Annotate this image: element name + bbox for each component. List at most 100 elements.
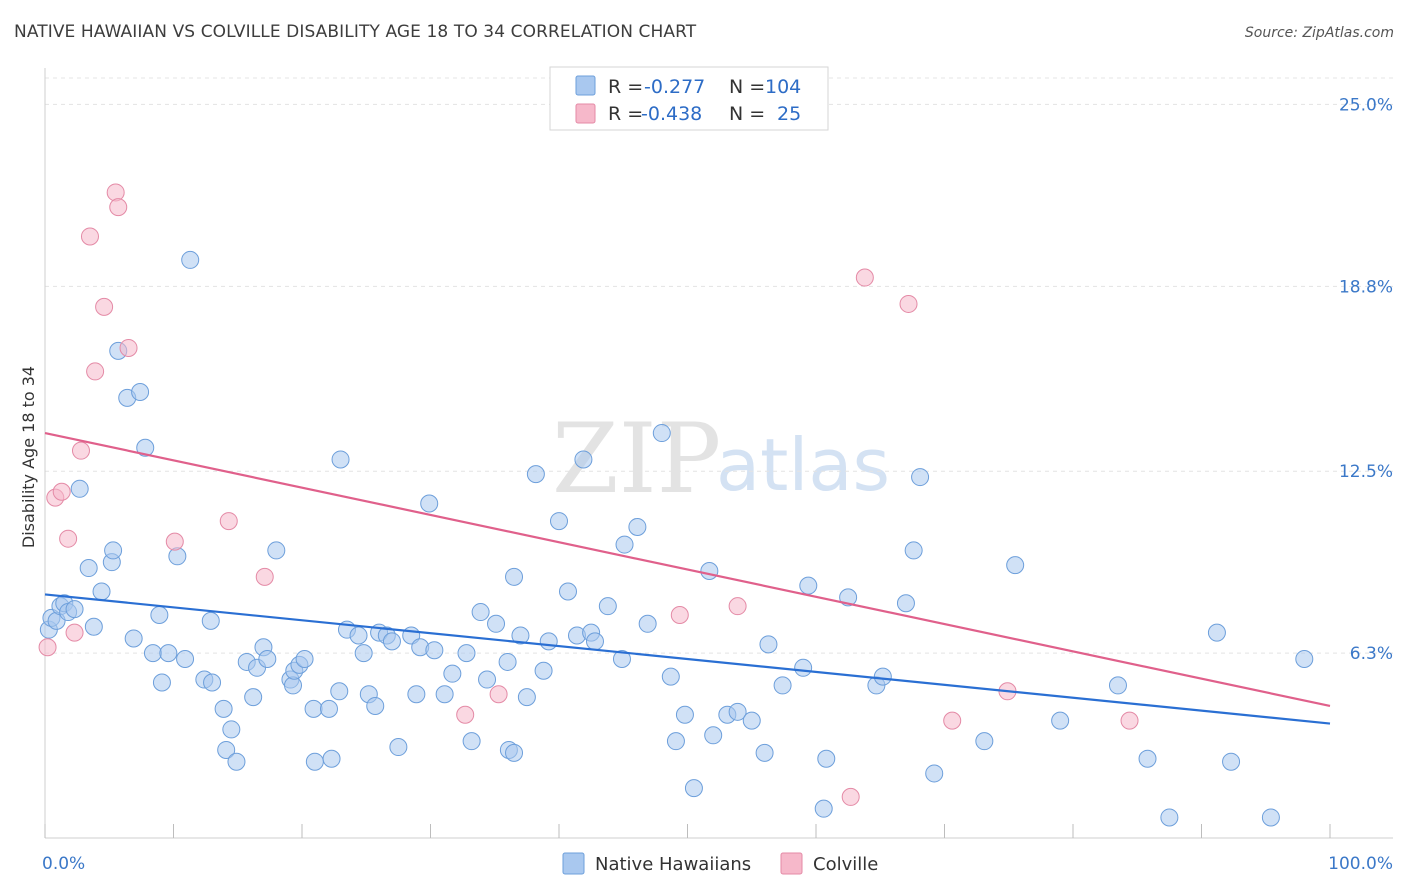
x-tick-label: 100.0%	[1328, 854, 1393, 874]
data-point	[354, 644, 373, 663]
data-point	[1138, 749, 1157, 768]
data-point	[773, 676, 792, 695]
data-point	[1295, 650, 1314, 669]
data-point	[255, 567, 274, 586]
legend-swatch-colville	[780, 852, 803, 875]
legend-n-label: N =	[729, 103, 765, 125]
data-point	[389, 738, 408, 757]
data-point	[420, 494, 439, 513]
data-point	[159, 644, 178, 663]
data-point	[168, 547, 187, 566]
data-point	[911, 468, 930, 487]
legend-r-label: R =	[608, 76, 643, 98]
data-point	[855, 268, 874, 287]
legend-r-value: -0.438	[641, 103, 702, 125]
data-point	[817, 749, 836, 768]
data-point	[652, 424, 671, 443]
data-point	[227, 752, 246, 771]
data-point	[700, 561, 719, 580]
watermark: ZIP atlas	[552, 403, 890, 515]
data-point	[330, 682, 349, 701]
legend-label-colville: Colville	[813, 854, 878, 875]
data-point	[1222, 752, 1241, 771]
data-point	[574, 450, 593, 469]
data-point	[873, 667, 892, 686]
data-point	[628, 517, 647, 536]
data-point	[661, 667, 680, 686]
data-point	[176, 650, 195, 669]
data-point	[684, 779, 703, 798]
data-point	[331, 450, 350, 469]
data-point	[79, 559, 98, 578]
data-point	[505, 567, 524, 586]
legend-swatch-native-hawaiians	[562, 852, 585, 875]
trend-lines	[44, 431, 1331, 725]
data-point	[244, 688, 263, 707]
y-tick-label: 12.5%	[1339, 462, 1393, 482]
data-point	[612, 650, 631, 669]
y-tick-label: 6.3%	[1350, 644, 1393, 664]
legend-n-value: 25	[777, 103, 801, 125]
data-point	[487, 614, 506, 633]
data-point	[755, 743, 774, 762]
data-point	[52, 482, 71, 501]
data-point	[526, 465, 545, 484]
data-point	[92, 582, 111, 601]
data-point	[456, 705, 475, 724]
data-point	[86, 362, 105, 381]
data-point	[1207, 623, 1226, 642]
data-point	[899, 294, 918, 313]
data-point	[407, 685, 426, 704]
axes	[44, 68, 1393, 839]
y-tick-label: 18.8%	[1339, 277, 1393, 297]
data-point	[534, 661, 553, 680]
series-native-hawaiians-points	[39, 250, 1314, 827]
data-point	[435, 685, 454, 704]
data-point	[794, 658, 813, 677]
data-point	[214, 699, 233, 718]
data-point	[65, 600, 84, 619]
data-point	[425, 641, 444, 660]
watermark-atlas: atlas	[716, 423, 890, 507]
data-point	[366, 696, 385, 715]
data-point	[59, 529, 78, 548]
data-point	[165, 532, 184, 551]
data-point	[71, 441, 90, 460]
data-point	[143, 644, 162, 663]
data-point	[457, 644, 476, 663]
trend-line	[44, 593, 1331, 725]
data-point	[305, 752, 324, 771]
series-legend: Native Hawaiians Colville	[562, 852, 878, 875]
data-point	[258, 650, 277, 669]
data-point	[152, 673, 171, 692]
x-tick-label: 0.0%	[42, 854, 85, 874]
data-point	[70, 479, 89, 498]
data-point	[670, 605, 689, 624]
data-point	[841, 787, 860, 806]
data-point	[539, 632, 558, 651]
data-point	[558, 582, 577, 601]
legend-r-value: -0.277	[644, 76, 705, 98]
data-point	[219, 512, 238, 531]
data-point	[728, 702, 747, 721]
data-point	[478, 670, 497, 689]
data-point	[217, 740, 236, 759]
data-point	[181, 250, 200, 269]
data-point	[443, 664, 462, 683]
data-point	[104, 541, 123, 560]
data-point	[742, 711, 761, 730]
data-point	[517, 688, 536, 707]
data-point	[267, 541, 286, 560]
data-point	[489, 685, 508, 704]
data-point	[201, 611, 220, 630]
data-point	[638, 614, 657, 633]
data-point	[1160, 808, 1179, 827]
data-point	[304, 699, 323, 718]
source-attribution: Source: ZipAtlas.com	[1244, 25, 1394, 41]
data-point	[84, 617, 103, 636]
data-point	[119, 338, 138, 357]
legend-swatch-colville	[575, 103, 596, 124]
data-point	[585, 632, 604, 651]
data-point	[95, 297, 114, 316]
data-point	[799, 576, 818, 595]
